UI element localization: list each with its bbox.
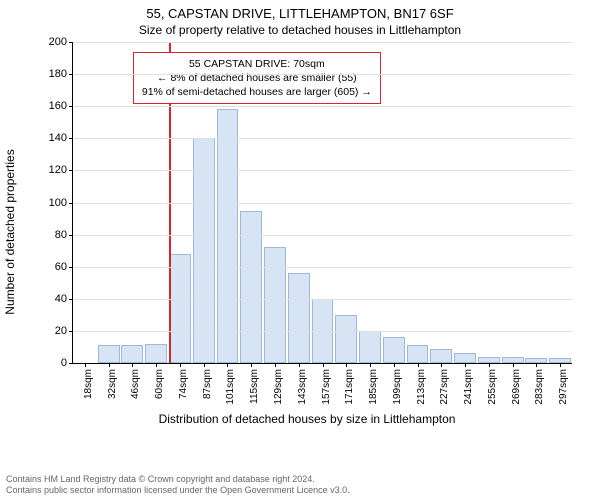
- x-tick-label: 115sqm: [249, 369, 260, 404]
- x-tick: [299, 363, 300, 367]
- gridline: [73, 299, 572, 300]
- x-tick-label: 283sqm: [534, 369, 545, 405]
- y-tick-label: 0: [61, 357, 73, 369]
- x-tick: [418, 363, 419, 367]
- x-tick: [275, 363, 276, 367]
- y-tick-label: 180: [49, 68, 73, 80]
- footer-attribution: Contains HM Land Registry data © Crown c…: [6, 474, 350, 497]
- x-tick-label: 227sqm: [439, 369, 450, 405]
- x-tick-label: 171sqm: [344, 369, 355, 405]
- bar: [169, 254, 191, 363]
- x-tick: [536, 363, 537, 367]
- gridline: [73, 331, 572, 332]
- bar: [430, 349, 452, 363]
- x-tick: [394, 363, 395, 367]
- gridline: [73, 267, 572, 268]
- x-tick: [109, 363, 110, 367]
- x-tick-label: 32sqm: [107, 369, 118, 399]
- x-tick: [323, 363, 324, 367]
- x-tick-label: 297sqm: [558, 369, 569, 405]
- x-tick-label: 18sqm: [83, 369, 94, 399]
- chart-container: Number of detached properties 55 CAPSTAN…: [32, 42, 582, 422]
- bar: [454, 353, 476, 363]
- x-tick: [441, 363, 442, 367]
- bar: [98, 345, 120, 363]
- x-tick: [346, 363, 347, 367]
- gridline: [73, 203, 572, 204]
- x-tick-label: 199sqm: [392, 369, 403, 405]
- y-tick-label: 60: [55, 261, 73, 273]
- x-tick: [560, 363, 561, 367]
- bar: [217, 109, 239, 363]
- x-tick-label: 101sqm: [225, 369, 236, 405]
- x-tick-label: 255sqm: [487, 369, 498, 405]
- footer-line1: Contains HM Land Registry data © Crown c…: [6, 474, 350, 485]
- x-tick: [204, 363, 205, 367]
- x-tick-label: 143sqm: [297, 369, 308, 405]
- y-tick-label: 140: [49, 132, 73, 144]
- x-tick: [251, 363, 252, 367]
- gridline: [73, 106, 572, 107]
- x-tick: [465, 363, 466, 367]
- plot-area: 55 CAPSTAN DRIVE: 70sqm ← 8% of detached…: [72, 42, 572, 364]
- bar: [240, 211, 262, 363]
- x-tick-label: 185sqm: [368, 369, 379, 405]
- x-tick-label: 46sqm: [130, 369, 141, 399]
- x-tick: [513, 363, 514, 367]
- y-tick-label: 160: [49, 100, 73, 112]
- gridline: [73, 170, 572, 171]
- gridline: [73, 42, 572, 43]
- annotation-box: 55 CAPSTAN DRIVE: 70sqm ← 8% of detached…: [133, 52, 381, 105]
- x-tick: [489, 363, 490, 367]
- bar: [193, 138, 215, 363]
- annotation-line3: 91% of semi-detached houses are larger (…: [142, 85, 372, 99]
- title-block: 55, CAPSTAN DRIVE, LITTLEHAMPTON, BN17 6…: [0, 0, 600, 37]
- page-title: 55, CAPSTAN DRIVE, LITTLEHAMPTON, BN17 6…: [0, 6, 600, 21]
- gridline: [73, 138, 572, 139]
- annotation-line1: 55 CAPSTAN DRIVE: 70sqm: [142, 57, 372, 71]
- x-tick: [85, 363, 86, 367]
- y-tick-label: 80: [55, 229, 73, 241]
- x-tick: [227, 363, 228, 367]
- y-tick-label: 20: [55, 325, 73, 337]
- x-tick-label: 60sqm: [154, 369, 165, 399]
- x-axis-label: Distribution of detached houses by size …: [159, 412, 456, 426]
- page-subtitle: Size of property relative to detached ho…: [0, 23, 600, 37]
- x-tick-label: 269sqm: [511, 369, 522, 405]
- x-tick-label: 74sqm: [178, 369, 189, 399]
- x-tick: [180, 363, 181, 367]
- gridline: [73, 74, 572, 75]
- bar: [264, 247, 286, 363]
- x-tick: [370, 363, 371, 367]
- bar: [383, 337, 405, 363]
- x-tick-label: 129sqm: [273, 369, 284, 405]
- bar: [145, 344, 167, 363]
- y-tick-label: 100: [49, 197, 73, 209]
- x-tick-label: 87sqm: [202, 369, 213, 399]
- bar: [407, 345, 429, 363]
- bar: [335, 315, 357, 363]
- gridline: [73, 235, 572, 236]
- x-tick-label: 241sqm: [463, 369, 474, 405]
- y-tick-label: 120: [49, 164, 73, 176]
- x-tick-label: 157sqm: [321, 369, 332, 405]
- x-tick-label: 213sqm: [416, 369, 427, 405]
- y-tick-label: 40: [55, 293, 73, 305]
- bar: [121, 345, 143, 363]
- y-tick-label: 200: [49, 36, 73, 48]
- bar: [288, 273, 310, 363]
- x-tick: [132, 363, 133, 367]
- annotation-line2: ← 8% of detached houses are smaller (55): [142, 71, 372, 85]
- y-axis-label: Number of detached properties: [3, 149, 17, 314]
- bar: [359, 331, 381, 363]
- footer-line2: Contains public sector information licen…: [6, 485, 350, 496]
- x-tick: [156, 363, 157, 367]
